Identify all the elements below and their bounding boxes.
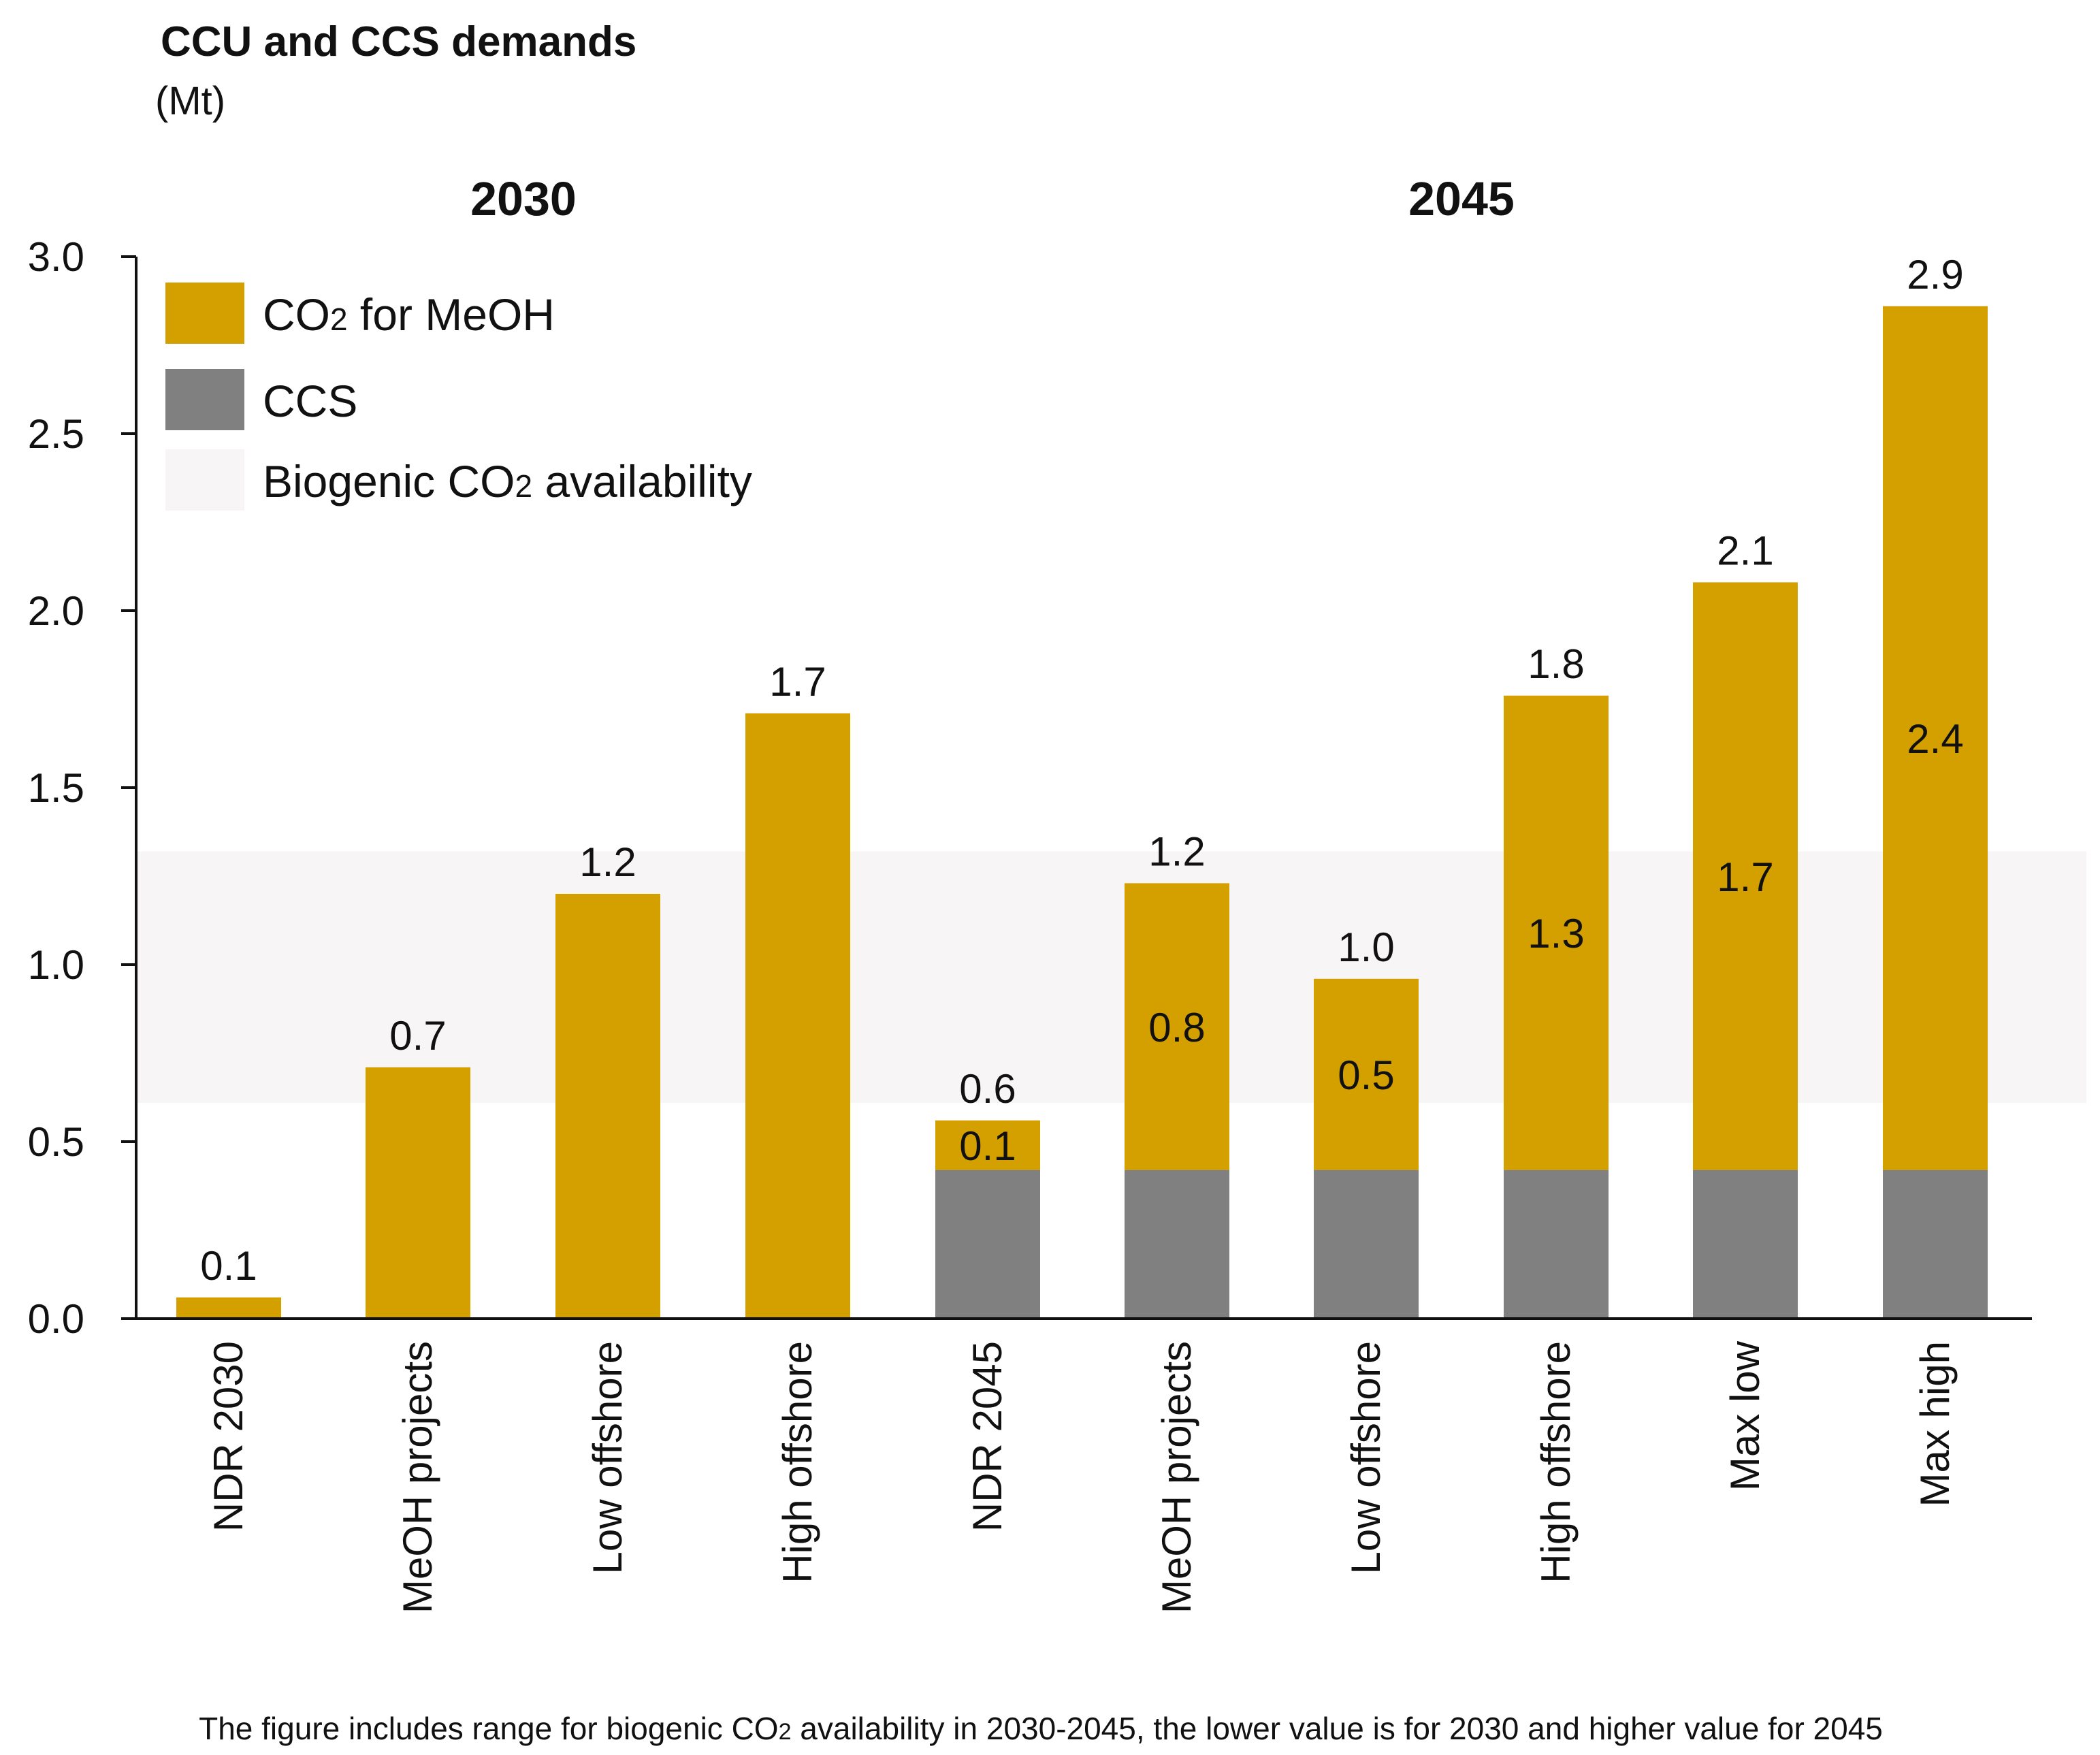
group-label-2045: 2045: [1408, 172, 1515, 225]
category-label-1: NDR 2030: [206, 1341, 251, 1532]
y-tick-label: 1.0: [28, 942, 84, 988]
bar-ccs-5: [935, 1170, 1040, 1319]
total-label-2: 0.7: [389, 1013, 446, 1059]
segment-label-8: 1.3: [1528, 911, 1584, 956]
total-label-6: 1.2: [1148, 828, 1205, 874]
legend-biogenic-swatch: [165, 449, 244, 511]
group-labels: 2030 2045: [470, 172, 1515, 225]
y-tick-label: 2.5: [28, 411, 84, 457]
category-label-8: High offshore: [1533, 1341, 1579, 1583]
legend-biogenic-label: Biogenic CO2 availability: [263, 456, 752, 506]
bar-co2-for-meoh-7: [1314, 978, 1419, 1170]
bar-co2-for-meoh-4: [745, 713, 850, 1319]
bar-co2-for-meoh-9: [1693, 582, 1798, 1170]
footnote: The figure includes range for biogenic C…: [199, 1711, 1883, 1746]
total-label-9: 2.1: [1717, 528, 1773, 573]
category-label-9: Max low: [1722, 1340, 1768, 1491]
y-tick-label: 1.5: [28, 765, 84, 811]
chart-subtitle: (Mt): [155, 79, 225, 123]
segment-label-5: 0.1: [959, 1123, 1016, 1169]
category-label-2: MeOH projects: [395, 1341, 440, 1613]
bar-co2-for-meoh-8: [1504, 695, 1609, 1170]
total-label-8: 1.8: [1528, 641, 1584, 687]
segment-label-7: 0.5: [1338, 1052, 1394, 1098]
category-label-6: MeOH projects: [1154, 1341, 1199, 1613]
category-label-10: Max high: [1912, 1341, 1958, 1507]
y-tick-label: 3.0: [28, 234, 84, 280]
chart-title: CCU and CCS demands: [161, 18, 636, 65]
axes: 0.0 0.5 1.0 1.5 2.0 2.5 3.0: [28, 234, 2032, 1342]
y-tick-label: 2.0: [28, 588, 84, 634]
total-label-7: 1.0: [1338, 924, 1394, 970]
segment-label-10: 2.4: [1907, 716, 1963, 762]
bar-co2-for-meoh-5: [935, 1120, 1040, 1170]
total-label-5: 0.6: [959, 1066, 1016, 1112]
legend-ccs-swatch: [165, 369, 244, 430]
bar-ccs-8: [1504, 1170, 1609, 1319]
total-label-1: 0.1: [200, 1243, 257, 1289]
legend-co2-meoh-label: CO2 for MeOH: [263, 289, 555, 340]
category-label-3: Low offshore: [585, 1341, 630, 1574]
bar-ccs-10: [1883, 1170, 1988, 1319]
category-label-5: NDR 2045: [965, 1341, 1010, 1532]
bar-ccs-6: [1125, 1170, 1229, 1319]
total-label-10: 2.9: [1907, 252, 1963, 297]
segment-label-6: 0.8: [1148, 1005, 1205, 1050]
bar-ccs-9: [1693, 1170, 1798, 1319]
legend: CO2 for MeOH CCS Biogenic CO2 availability: [165, 283, 752, 511]
bar-co2-for-meoh-10: [1883, 306, 1988, 1170]
bar-co2-for-meoh-6: [1125, 883, 1229, 1170]
bar-ccs-7: [1314, 1170, 1419, 1319]
bar-co2-for-meoh-3: [555, 894, 660, 1319]
bar-co2-for-meoh-1: [176, 1297, 281, 1319]
group-label-2030: 2030: [470, 172, 577, 225]
total-label-3: 1.2: [579, 839, 636, 885]
total-label-4: 1.7: [769, 659, 826, 705]
legend-co2-meoh-swatch: [165, 283, 244, 344]
legend-ccs-label: CCS: [263, 376, 357, 426]
bar-co2-for-meoh-2: [366, 1067, 470, 1319]
y-tick-label: 0.5: [28, 1119, 84, 1165]
segment-label-9: 1.7: [1717, 854, 1773, 900]
y-tick-label: 0.0: [28, 1296, 84, 1342]
bars: 0.1 NDR 2030 0.7 MeOH projects 1.2 Low offsho…: [176, 252, 1988, 1613]
category-label-7: Low offshore: [1343, 1341, 1389, 1574]
category-label-4: High offshore: [775, 1341, 820, 1583]
footnote-text: The figure includes range for biogenic C…: [199, 1711, 1883, 1746]
